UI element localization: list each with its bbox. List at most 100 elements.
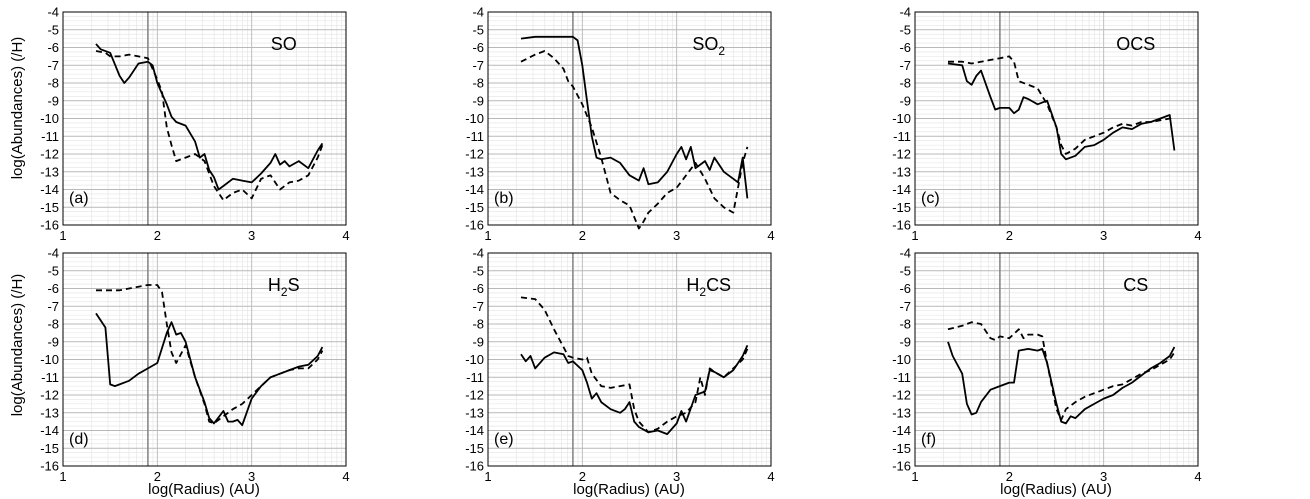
y-tick-label: -16 [40,218,59,233]
series-solid-line [95,43,324,191]
y-tick-label: -8 [47,76,59,91]
y-tick-label: -16 [465,459,484,474]
series-solid-line [520,344,749,435]
x-tick-label: 3 [248,228,255,243]
y-tick-label: -5 [47,22,59,37]
y-tick-label: -5 [472,263,484,278]
x-tick-label: 1 [59,469,66,484]
y-tick-label: -6 [47,40,59,55]
y-tick-label: -13 [465,164,484,179]
x-tick-label: 1 [484,228,491,243]
series-dashed-line [520,50,749,230]
x-tick-label: 2 [1006,469,1013,484]
species-title: SO2 [692,34,725,58]
y-tick-label: -10 [892,111,911,126]
y-tick-label: -16 [465,218,484,233]
panel-f: -4 -5 -6 -7 -8 -9 -10 -11 -12 -13 -14 -15 -161 2 3 4 CS (… [892,246,1201,485]
panel-e: -4 -5 -6 -7 -8 -9 -10 -11 -12 -13 -14 -15 -161 2 3 4 H2C… [465,246,774,485]
y-tick-label: -6 [472,281,484,296]
series-dashed-line [947,321,1176,421]
major-grid [914,252,1199,467]
x-tick-label: 2 [154,228,161,243]
x-tick-label: 4 [1194,469,1201,484]
x-tick-label: 3 [673,469,680,484]
y-tick-label: -15 [465,200,484,215]
x-tick-label: 3 [1100,469,1107,484]
y-tick-label: -4 [899,5,911,20]
y-tick-label: -14 [465,423,484,438]
y-tick-label: -14 [465,182,484,197]
series-dashed-line [948,55,1175,155]
y-tick-label: -4 [47,5,59,20]
y-tick-label: -16 [892,459,911,474]
panel-c: -4 -5 -6 -7 -8 -9 -10 -11 -12 -13 -14 -15 -161 2 3 4 OCS… [892,5,1201,244]
series-dashed-line [95,50,324,202]
x-axis-label-right: log(Radius) (AU) [1000,481,1112,498]
y-tick-label: -13 [465,405,484,420]
y-tick-label: -11 [41,370,59,385]
x-tick-label: 4 [1194,228,1201,243]
y-tick-label: -13 [40,405,59,420]
y-tick-label: -8 [899,317,911,332]
y-tick-label: -7 [472,58,484,73]
y-tick-label: -12 [40,147,59,162]
panel-label: (c) [921,190,940,207]
plot-frame [487,252,772,467]
x-tick-label: 2 [579,469,586,484]
x-tick-label: 2 [579,228,586,243]
y-tick-label: -10 [40,111,59,126]
y-tick-label: -6 [47,281,59,296]
x-tick-label: 3 [248,469,255,484]
major-grid [487,11,772,226]
panel-label: (d) [69,431,89,448]
major-grid [62,11,347,226]
series-solid-line [520,35,749,199]
plot-frame [914,252,1199,467]
y-tick-label: -9 [899,93,911,108]
x-tick-label: 3 [673,228,680,243]
panel-label: (a) [69,190,89,207]
y-tick-label: -14 [40,423,59,438]
species-title: CS [1123,275,1148,295]
y-tick-label: -8 [472,76,484,91]
y-tick-label: -15 [40,441,59,456]
panel-label: (e) [494,431,514,448]
y-tick-label: -11 [893,370,911,385]
y-tick-label: -5 [899,263,911,278]
y-tick-label: -8 [472,317,484,332]
panel-label: (f) [921,431,936,448]
y-tick-label: -11 [41,129,59,144]
y-tick-label: -9 [899,334,911,349]
x-tick-label: 2 [154,469,161,484]
y-tick-label: -12 [465,147,484,162]
y-tick-label: -9 [47,93,59,108]
y-tick-label: -16 [892,218,911,233]
y-tick-label: -4 [472,246,484,261]
y-tick-label: -12 [892,147,911,162]
y-tick-label: -6 [899,40,911,55]
y-tick-label: -8 [899,76,911,91]
y-tick-label: -5 [47,263,59,278]
species-title: SO [271,34,297,54]
x-tick-label: 4 [342,469,349,484]
y-tick-label: -15 [465,441,484,456]
x-axis-label-left: log(Radius) (AU) [148,481,260,498]
x-tick-label: 1 [484,469,491,484]
panel-a: -4 -5 -6 -7 -8 -9 -10 -11 -12 -13 -14 -15 -161 2 3 4 SO (… [40,5,349,244]
y-tick-label: -15 [892,200,911,215]
x-tick-label: 1 [911,228,918,243]
x-tick-label: 4 [767,228,774,243]
y-axis-label-bottom: log(Abundances) (/H) [9,274,26,417]
y-tick-label: -6 [472,40,484,55]
y-tick-label: -7 [47,299,59,314]
x-tick-label: 1 [911,469,918,484]
y-tick-label: -4 [899,246,911,261]
y-tick-label: -14 [892,182,911,197]
y-tick-label: -11 [893,129,911,144]
y-tick-label: -4 [47,246,59,261]
series-dashed-line [520,296,749,434]
y-tick-label: -10 [465,111,484,126]
plot-frame [62,11,347,226]
x-tick-label: 4 [767,469,774,484]
